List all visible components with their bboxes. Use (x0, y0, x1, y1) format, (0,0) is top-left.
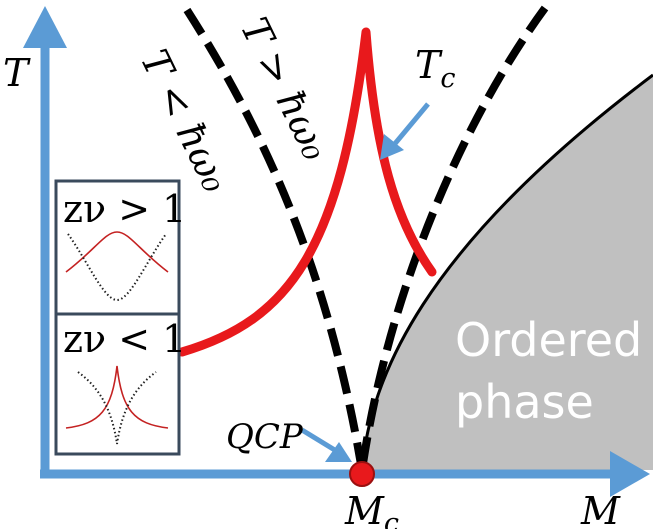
mc-label: Mc (344, 489, 399, 529)
crossover-line-right (358, 5, 549, 471)
qcp-arrow-line (300, 427, 340, 455)
inset-top-red-curve (65, 231, 169, 273)
tc-label: Tc (415, 43, 455, 94)
tc-arrow-head (380, 134, 404, 160)
inset-bottom (54, 312, 181, 456)
mc-label-main: M (344, 489, 385, 529)
t-greater-label: T > ħω₀ (232, 11, 338, 167)
y-axis-label: T (3, 51, 31, 95)
qcp-label: QCP (226, 417, 304, 457)
ordered-phase-label-line1: Ordered (455, 313, 642, 367)
inset-top (54, 179, 181, 316)
inset-bottom-label: zν < 1 (63, 317, 186, 361)
inset-panels: zν > 1 zν < 1 (54, 179, 186, 456)
phase-boundary-line (360, 73, 653, 471)
x-axis-label: M (580, 489, 621, 529)
x-axis-arrow-icon (610, 451, 650, 497)
ordered-phase-label-line2: phase (455, 375, 594, 429)
tc-label-main: T (415, 43, 443, 87)
mc-label-sub: c (384, 508, 399, 529)
tc-label-sub: c (440, 63, 455, 94)
inset-top-label: zν > 1 (63, 187, 186, 231)
ordered-phase-region (362, 75, 653, 470)
qcp-arrow-head (325, 442, 352, 462)
qcp-point (349, 461, 375, 487)
inset-bottom-red-curve (65, 365, 169, 429)
critical-temperature-line (177, 27, 437, 357)
y-axis-arrow-icon (23, 6, 67, 48)
inset-bottom-dotted-curve (77, 371, 157, 445)
tc-arrow-line (391, 102, 430, 148)
crossover-line-left (183, 7, 366, 471)
